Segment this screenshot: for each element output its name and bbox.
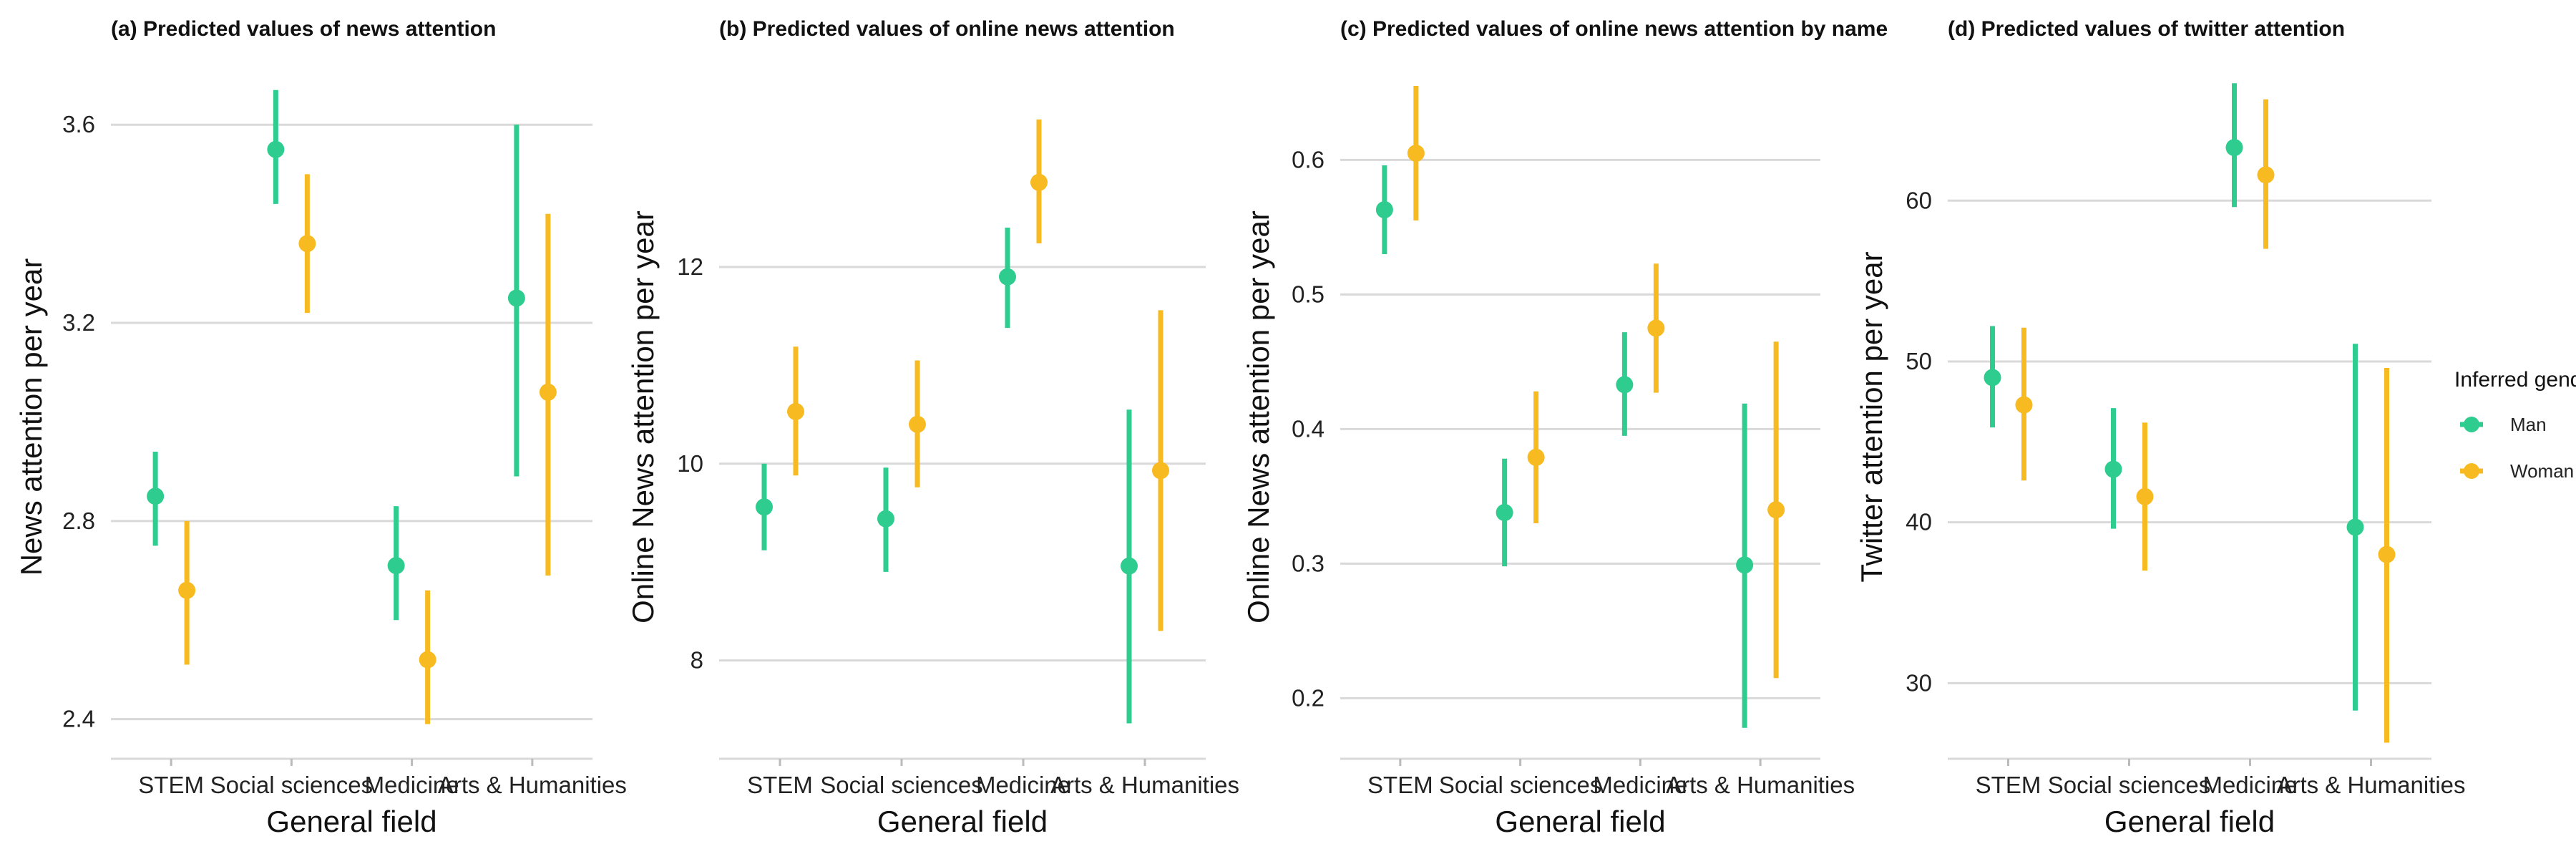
data-point-woman xyxy=(2015,396,2033,414)
data-point-man xyxy=(877,510,894,528)
x-tick-label: STEM xyxy=(747,772,813,798)
data-point-woman xyxy=(1527,448,1545,466)
legend: Inferred gender Man Woman xyxy=(2454,368,2576,482)
panel-title: (d) Predicted values of twitter attentio… xyxy=(1948,17,2345,41)
panel-1: 2.4 2.8 3.2 3.6 STEM Social sciencesMedicineA… xyxy=(14,17,627,838)
x-tick-label: Arts & Humanities xyxy=(438,772,627,798)
x-tick-label: Arts & Humanities xyxy=(1050,772,1239,798)
legend-label: Woman xyxy=(2510,460,2574,482)
y-tick-label: 3.6 xyxy=(62,111,95,137)
data-point-man xyxy=(1736,556,1754,574)
data-point-man xyxy=(756,498,773,516)
panel-4: 30 40 50 60 STEM Social sciencesMedicineArts … xyxy=(1855,17,2466,838)
y-tick-label: 60 xyxy=(1906,187,1932,213)
y-tick-label: 0.2 xyxy=(1292,684,1324,711)
y-tick-label: 2.4 xyxy=(62,706,95,732)
data-point-man xyxy=(1375,200,1393,218)
y-tick-label: 30 xyxy=(1906,669,1932,696)
data-point-woman xyxy=(787,402,804,420)
data-point-woman xyxy=(1030,173,1048,191)
data-point-woman xyxy=(2378,545,2396,563)
x-tick-label: Arts & Humanities xyxy=(2276,772,2465,798)
data-point-man xyxy=(387,557,405,575)
y-tick-label: 10 xyxy=(677,450,703,477)
x-tick-label: Social sciences xyxy=(2048,772,2210,798)
data-point-man xyxy=(2225,139,2243,157)
data-point-man xyxy=(999,268,1016,286)
data-point-man xyxy=(1616,376,1634,394)
x-tick-label: Social sciences xyxy=(1439,772,1601,798)
x-axis-label: General field xyxy=(1495,805,1665,838)
data-point-man xyxy=(1121,557,1138,575)
data-point-man xyxy=(2346,518,2364,536)
x-tick-label: Medicine xyxy=(2202,772,2297,798)
legend-title: Inferred gender xyxy=(2454,368,2576,392)
x-tick-label: Arts & Humanities xyxy=(1666,772,1855,798)
y-tick-label: 50 xyxy=(1906,348,1932,374)
data-point-man xyxy=(267,140,285,158)
x-tick-label: STEM xyxy=(138,772,204,798)
y-axis-label: News attention per year xyxy=(14,258,48,576)
data-point-woman xyxy=(2136,487,2154,505)
y-tick-label: 0.6 xyxy=(1292,146,1324,173)
x-tick-label: Social sciences xyxy=(210,772,373,798)
data-point-man xyxy=(1496,503,1513,521)
data-point-man xyxy=(2104,460,2122,478)
legend-label: Man xyxy=(2510,414,2547,435)
x-tick-label: Social sciences xyxy=(820,772,982,798)
x-tick-label: Medicine xyxy=(976,772,1070,798)
data-point-woman xyxy=(178,581,196,599)
y-tick-label: 12 xyxy=(677,253,703,280)
panel-title: (b) Predicted values of online news atte… xyxy=(719,17,1175,41)
data-point-woman xyxy=(1647,319,1665,337)
legend-key-point xyxy=(2464,463,2479,479)
y-axis-label: Online News attention per year xyxy=(626,210,660,623)
y-tick-label: 0.3 xyxy=(1292,550,1324,576)
x-tick-label: STEM xyxy=(1976,772,2041,798)
y-tick-label: 0.5 xyxy=(1292,281,1324,307)
data-point-woman xyxy=(1767,501,1785,519)
data-point-man xyxy=(1984,369,2001,387)
panel-title: (a) Predicted values of news attention xyxy=(111,17,496,41)
data-point-woman xyxy=(539,383,557,401)
y-tick-label: 3.2 xyxy=(62,309,95,336)
legend-key-point xyxy=(2464,417,2479,432)
x-axis-label: General field xyxy=(877,805,1048,838)
data-point-woman xyxy=(909,415,926,433)
x-tick-label: Medicine xyxy=(365,772,459,798)
panel-3: 0.2 0.3 0.4 0.5 0.6 STEM Social sciencesMedici… xyxy=(1241,17,1888,838)
x-axis-label: General field xyxy=(266,805,436,838)
x-tick-label: STEM xyxy=(1367,772,1433,798)
y-tick-label: 8 xyxy=(691,647,703,674)
data-point-woman xyxy=(1152,462,1169,480)
data-point-man xyxy=(147,487,165,505)
data-point-woman xyxy=(1407,145,1425,162)
data-point-woman xyxy=(419,651,436,669)
y-tick-label: 0.4 xyxy=(1292,415,1324,442)
data-point-woman xyxy=(298,235,316,253)
data-point-woman xyxy=(2257,166,2275,184)
x-axis-label: General field xyxy=(2104,805,2275,838)
y-axis-label: Online News attention per year xyxy=(1241,210,1275,623)
y-tick-label: 40 xyxy=(1906,509,1932,535)
y-axis-label: Twitter attention per year xyxy=(1855,251,1888,582)
y-tick-label: 2.8 xyxy=(62,508,95,534)
panel-title: (c) Predicted values of online news atte… xyxy=(1340,17,1888,41)
x-tick-label: Medicine xyxy=(1593,772,1687,798)
data-point-man xyxy=(507,289,525,307)
